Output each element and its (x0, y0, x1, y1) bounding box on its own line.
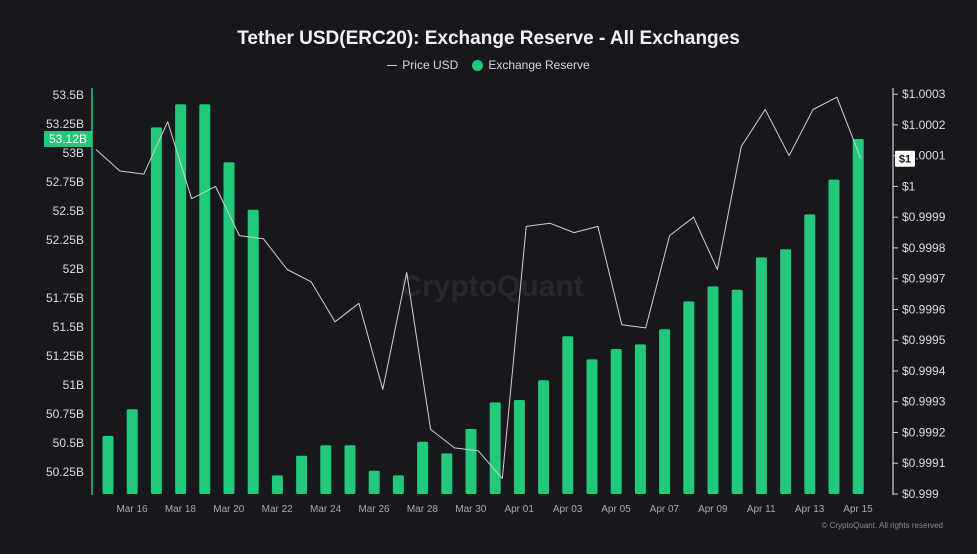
bar-18 (538, 380, 550, 494)
right-tick-label: $0.9995 (902, 333, 946, 347)
bar-25 (707, 286, 719, 494)
left-tick-label: 50.75B (46, 407, 84, 421)
legend-label-reserve: Exchange Reserve (488, 58, 590, 72)
right-tick-label: $0.9998 (902, 241, 946, 255)
right-tick-label: $0.9992 (902, 426, 946, 440)
chart-title: Tether USD(ERC20): Exchange Reserve - Al… (237, 28, 740, 49)
axes-group: 53.5B 53.25B 53B 52.75B 52.5B 52.25B 52B 51.75B… (44, 87, 946, 515)
bar-28 (780, 249, 792, 494)
x-tick-label: Mar 26 (358, 504, 390, 515)
bar-11 (368, 470, 380, 494)
bar-29 (804, 214, 816, 494)
bar-23 (659, 329, 671, 494)
x-tick-label: Mar 28 (407, 504, 439, 515)
left-tick-label: 53.25B (46, 117, 84, 131)
left-tick-label: 51.25B (46, 349, 84, 363)
current-reserve-label: 53.12B (49, 132, 87, 146)
bar-14 (441, 453, 453, 494)
bar-10 (344, 445, 356, 494)
left-tick-label: 51B (63, 378, 84, 392)
bar-0 (102, 436, 114, 494)
x-tick-label: Apr 01 (504, 504, 534, 515)
bar-13 (417, 441, 429, 494)
left-tick-label: 52B (63, 262, 84, 276)
left-tick-label: 50.5B (53, 436, 84, 450)
legend-label-price: Price USD (402, 58, 459, 72)
right-tick-label: $0.999 (902, 487, 939, 501)
bar-3 (175, 104, 187, 494)
x-tick-label: Apr 15 (843, 504, 873, 515)
right-tick-label: $0.9994 (902, 364, 946, 378)
bars-group (102, 104, 864, 495)
legend-item-reserve[interactable]: Exchange Reserve (472, 58, 590, 72)
left-tick-label: 52.25B (46, 233, 84, 247)
bar-30 (828, 179, 840, 494)
bar-5 (223, 162, 235, 494)
x-tick-label: Mar 30 (455, 504, 487, 515)
x-tick-label: Apr 09 (698, 504, 728, 515)
bar-17 (513, 400, 525, 494)
price-line-group (95, 96, 862, 480)
x-tick-label: Mar 24 (310, 504, 342, 515)
bar-27 (755, 257, 767, 494)
x-tick-label: Apr 11 (747, 504, 776, 515)
bar-15 (465, 429, 477, 494)
right-tick-label: $0.9999 (902, 210, 946, 224)
left-tick-label: 51.75B (46, 291, 84, 305)
bar-6 (247, 209, 259, 495)
left-tick-label: 52.75B (46, 175, 84, 189)
right-tick-label: $0.9991 (902, 456, 946, 470)
x-tick-label: Apr 07 (650, 504, 680, 515)
x-tick-label: Apr 05 (601, 504, 631, 515)
bar-20 (586, 359, 598, 494)
x-tick-label: Mar 22 (262, 504, 294, 515)
right-tick-label: $1 (902, 179, 916, 193)
right-tick-label: $0.9996 (902, 303, 946, 317)
bar-21 (610, 349, 622, 494)
current-reserve-tag (44, 131, 92, 147)
bar-4 (199, 104, 211, 494)
bar-8 (296, 455, 308, 494)
left-tick-label: 51.5B (53, 320, 84, 334)
left-tick-label: 53B (63, 146, 84, 160)
left-tick-label: 52.5B (53, 204, 84, 218)
bar-31 (852, 139, 864, 494)
bar-19 (562, 336, 574, 494)
bar-9 (320, 445, 332, 494)
right-tick-label: $1.0003 (902, 87, 946, 101)
legend-dot-icon (472, 59, 484, 71)
bar-12 (392, 475, 404, 494)
current-price-label: $1 (899, 154, 911, 166)
bar-2 (150, 127, 162, 495)
x-tick-label: Mar 20 (213, 504, 245, 515)
bar-1 (126, 409, 138, 494)
left-tick-label: 53.5B (53, 88, 84, 102)
current-price-tag (895, 150, 915, 167)
left-tick-label: 50.25B (46, 465, 84, 479)
bar-26 (731, 289, 743, 494)
legend-item-price[interactable]: Price USD (387, 58, 458, 72)
chart-legend: Price USD Exchange Reserve (0, 58, 977, 72)
x-tick-label: Apr 03 (553, 504, 583, 515)
bar-24 (683, 301, 695, 494)
right-tick-label: $0.9993 (902, 395, 946, 409)
right-tick-label: $0.9997 (902, 272, 946, 286)
copyright-text: © CryptoQuant. All rights reserved (821, 521, 944, 530)
x-tick-label: Mar 16 (116, 504, 148, 515)
watermark: CryptoQuant (400, 270, 583, 303)
price-line (95, 96, 862, 480)
x-tick-label: Mar 18 (165, 504, 197, 515)
x-tick-label: Apr 13 (795, 504, 825, 515)
bar-16 (489, 402, 501, 494)
right-tick-label: $1.0002 (902, 118, 946, 132)
bar-22 (634, 344, 646, 494)
bar-7 (271, 475, 283, 494)
legend-line-icon (387, 64, 398, 66)
